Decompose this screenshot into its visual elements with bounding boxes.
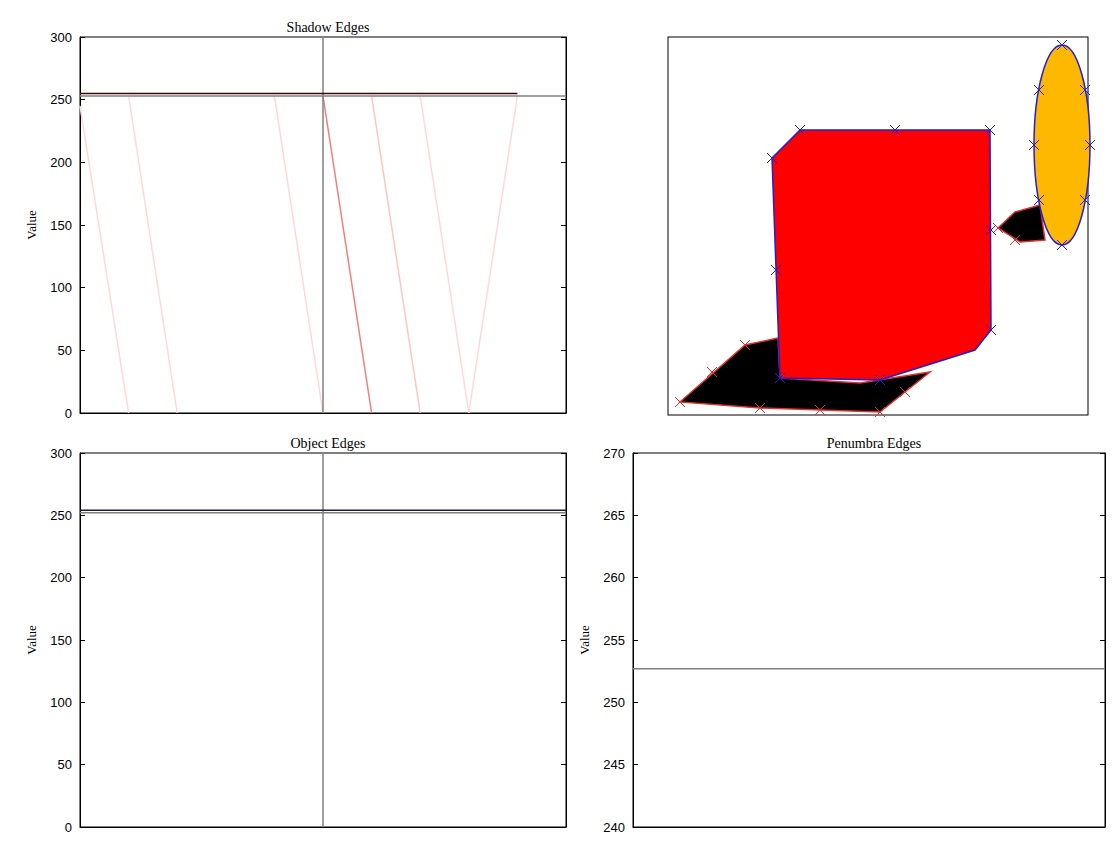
svg-text:50: 50 <box>58 757 72 772</box>
svg-text:200: 200 <box>50 155 72 170</box>
svg-text:300: 300 <box>50 446 72 461</box>
svg-text:Shadow Edges: Shadow Edges <box>287 20 370 35</box>
svg-text:0: 0 <box>65 406 72 421</box>
svg-text:Object Edges: Object Edges <box>290 436 365 451</box>
svg-text:300: 300 <box>50 30 72 45</box>
svg-text:260: 260 <box>603 570 625 585</box>
svg-text:250: 250 <box>603 695 625 710</box>
svg-text:265: 265 <box>603 508 625 523</box>
svg-text:240: 240 <box>603 820 625 835</box>
svg-text:270: 270 <box>603 446 625 461</box>
svg-text:200: 200 <box>50 570 72 585</box>
svg-text:150: 150 <box>50 218 72 233</box>
svg-text:150: 150 <box>50 633 72 648</box>
svg-text:245: 245 <box>603 757 625 772</box>
svg-text:100: 100 <box>50 280 72 295</box>
svg-text:0: 0 <box>65 820 72 835</box>
svg-text:250: 250 <box>50 508 72 523</box>
svg-text:50: 50 <box>58 343 72 358</box>
svg-text:Value: Value <box>577 625 592 655</box>
svg-text:250: 250 <box>50 92 72 107</box>
svg-text:Value: Value <box>24 210 39 240</box>
svg-text:255: 255 <box>603 633 625 648</box>
svg-text:100: 100 <box>50 695 72 710</box>
svg-text:Penumbra Edges: Penumbra Edges <box>827 436 921 451</box>
svg-text:Value: Value <box>24 625 39 655</box>
